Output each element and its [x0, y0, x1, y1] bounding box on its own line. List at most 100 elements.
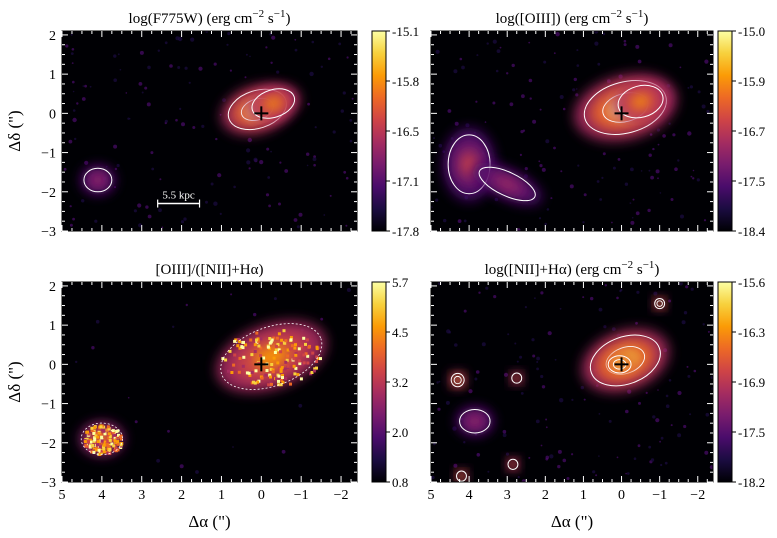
colorbar-gradient — [371, 281, 387, 483]
noise-speckle — [535, 419, 540, 424]
ratio-pixel — [238, 356, 242, 360]
ratio-pixel — [88, 445, 92, 449]
flux-contour — [589, 334, 661, 387]
noise-speckle — [145, 205, 149, 209]
noise-speckle — [205, 200, 208, 204]
noise-speckle — [697, 90, 701, 94]
noise-speckle — [519, 153, 523, 156]
ratio-pixel — [240, 345, 244, 349]
panel-top-left: 5.5 kpc 2 1 0 −1 −2 −3 Δδ (") log(F775W) (erg cm… — [5, 8, 419, 240]
noise-speckle — [597, 62, 601, 66]
ratio-pixel — [280, 338, 284, 342]
noise-speckle — [487, 470, 490, 473]
noise-speckle — [662, 134, 666, 138]
ratio-pixel — [113, 433, 117, 437]
noise-speckle — [693, 369, 697, 373]
colorbar-tick-label: 0.8 — [392, 475, 408, 490]
noise-speckle — [540, 291, 544, 295]
ratio-pixel — [114, 446, 118, 450]
noise-speckle — [566, 477, 570, 480]
ratio-pixel — [275, 377, 279, 381]
noise-speckle — [298, 403, 303, 408]
ratio-pixel — [282, 329, 286, 333]
ratio-pixel — [255, 331, 259, 335]
ratio-pixel — [274, 348, 278, 352]
noise-speckle — [296, 225, 300, 229]
noise-speckle — [692, 177, 695, 180]
noise-speckle — [625, 409, 629, 414]
noise-speckle — [72, 217, 75, 221]
ratio-pixel — [260, 376, 264, 380]
ratio-pixel — [277, 332, 281, 336]
noise-speckle — [181, 122, 185, 127]
noise-speckle — [461, 65, 465, 70]
noise-speckle — [447, 109, 452, 113]
noise-speckle — [76, 102, 79, 105]
panel-title: log([OIII]) (erg cm−2 s−1) — [496, 8, 649, 27]
ratio-pixel — [107, 432, 111, 436]
noise-speckle — [536, 361, 539, 363]
noise-speckle — [519, 355, 523, 359]
ratio-pixel — [96, 443, 99, 447]
noise-speckle — [690, 175, 693, 178]
noise-speckle — [612, 166, 616, 170]
noise-speckle — [338, 42, 342, 46]
noise-speckle — [94, 219, 98, 223]
ratio-pixel — [90, 450, 94, 454]
colorbar-tick-label: -18.4 — [738, 224, 766, 239]
ratio-pixel — [233, 339, 237, 343]
ratio-pixel — [272, 336, 276, 340]
ratio-pixel — [93, 438, 97, 442]
noise-speckle — [555, 32, 560, 37]
ratio-pixel — [276, 343, 280, 347]
noise-speckle — [340, 109, 344, 113]
noise-speckle — [674, 167, 678, 171]
noise-speckle — [648, 169, 651, 172]
noise-speckle — [631, 216, 634, 219]
noise-speckle — [583, 398, 586, 401]
noise-speckle — [601, 176, 604, 179]
colorbar-tick-label: -18.2 — [738, 475, 765, 490]
noise-speckle — [660, 436, 664, 440]
noise-speckle — [313, 155, 316, 159]
noise-speckle — [81, 199, 85, 203]
ratio-pixel — [312, 369, 316, 373]
noise-speckle — [550, 197, 553, 200]
ratio-pixel — [116, 442, 120, 446]
noise-speckle — [549, 454, 554, 459]
noise-speckle — [313, 163, 316, 167]
noise-speckle — [532, 119, 537, 124]
axes-frame — [430, 281, 714, 483]
colorbar-tick-label: -16.5 — [392, 124, 419, 139]
noise-speckle — [89, 85, 92, 88]
noise-speckle — [84, 160, 89, 165]
y-tick-label: −3 — [41, 476, 56, 491]
noise-speckle — [617, 158, 621, 161]
x-tick-label: 1 — [580, 488, 587, 503]
ratio-pixel — [99, 425, 103, 429]
noise-speckle — [668, 43, 673, 48]
ratio-pixel — [244, 343, 248, 347]
ratio-pixel — [281, 374, 284, 377]
ratio-pixel — [253, 350, 257, 353]
x-tick-label: 4 — [98, 488, 105, 503]
emission-core — [264, 97, 282, 110]
ratio-pixel — [250, 353, 254, 357]
x-tick-label: 3 — [504, 488, 511, 503]
ratio-pixel — [299, 377, 303, 381]
noise-speckle — [438, 380, 441, 383]
noise-speckle — [346, 288, 351, 292]
noise-speckle — [276, 70, 280, 74]
ratio-pixel — [267, 383, 271, 387]
ratio-pixel — [87, 432, 91, 436]
ratio-pixel — [277, 366, 281, 370]
noise-speckle — [538, 217, 542, 220]
noise-speckle — [323, 214, 326, 216]
noise-speckle — [222, 98, 226, 102]
ratio-pixel — [289, 382, 292, 386]
x-tick-label: 1 — [218, 488, 225, 503]
colorbar-tick-label: -15.1 — [392, 24, 419, 39]
noise-speckle — [553, 146, 556, 150]
noise-speckle — [452, 426, 457, 431]
noise-speckle — [190, 37, 195, 42]
